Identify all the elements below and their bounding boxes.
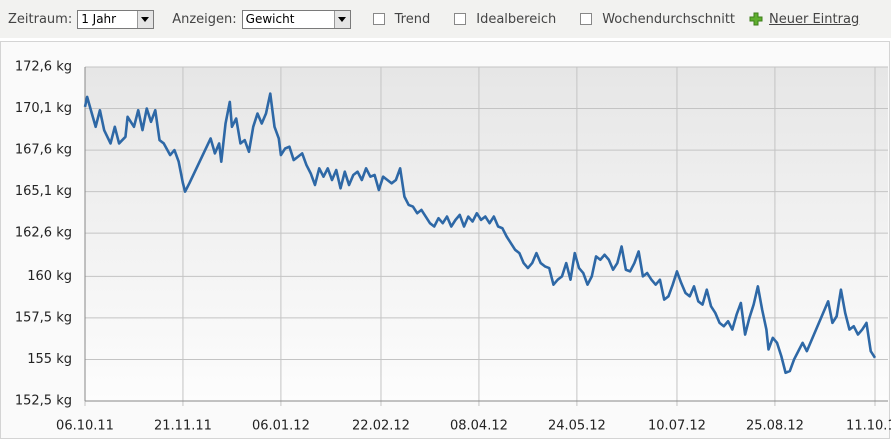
y-tick-label: 172,6 kg: [15, 60, 72, 75]
y-tick-label: 152,5 kg: [15, 394, 72, 409]
x-tick-label: 06.10.11: [56, 419, 114, 434]
checkbox[interactable]: [580, 13, 593, 25]
y-tick-label: 155 kg: [27, 352, 72, 367]
plus-icon: [749, 12, 763, 26]
checkbox-label: Trend: [394, 11, 431, 27]
new-entry-link[interactable]: Neuer Eintrag: [769, 11, 860, 27]
period-select[interactable]: 1 Jahr: [77, 9, 155, 29]
y-tick-label: 165,1 kg: [15, 184, 72, 199]
checkbox-label: Idealbereich: [476, 11, 557, 27]
checkbox[interactable]: [454, 13, 467, 25]
display-value: Gewicht: [245, 11, 295, 26]
x-tick-label: 06.01.12: [252, 419, 310, 434]
x-tick-label: 21.11.11: [154, 419, 212, 434]
period-label: Zeitraum:: [8, 11, 73, 27]
x-tick-label: 10.07.12: [648, 419, 706, 434]
period-value: 1 Jahr: [81, 11, 117, 26]
x-tick-label: 22.02.12: [352, 419, 410, 434]
checkbox-label: Wochendurchschnitt: [602, 11, 736, 27]
chart: 152,5 kg 155 kg 157,5 kg 160 kg 162,6 kg 165,…: [0, 41, 891, 439]
data-line: [83, 92, 877, 375]
display-select[interactable]: Gewicht: [241, 9, 351, 29]
y-tick-label: 170,1 kg: [15, 101, 72, 116]
y-tick-label: 162,6 kg: [15, 226, 72, 241]
x-tick-label: 24.05.12: [548, 419, 606, 434]
display-label: Anzeigen:: [172, 11, 237, 27]
x-tick-label: 25.08.12: [746, 419, 804, 434]
x-tick-label: 11.10.12: [846, 419, 891, 434]
y-tick-label: 167,6 kg: [15, 143, 72, 158]
checkbox[interactable]: [372, 13, 385, 25]
toolbar: Zeitraum: 1 Jahr Anzeigen: Gewicht Trend…: [0, 0, 891, 38]
y-tick-label: 160 kg: [27, 269, 72, 284]
x-tick-label: 08.04.12: [450, 419, 508, 434]
y-tick-label: 157,5 kg: [15, 310, 72, 325]
plot-area: [85, 67, 888, 401]
